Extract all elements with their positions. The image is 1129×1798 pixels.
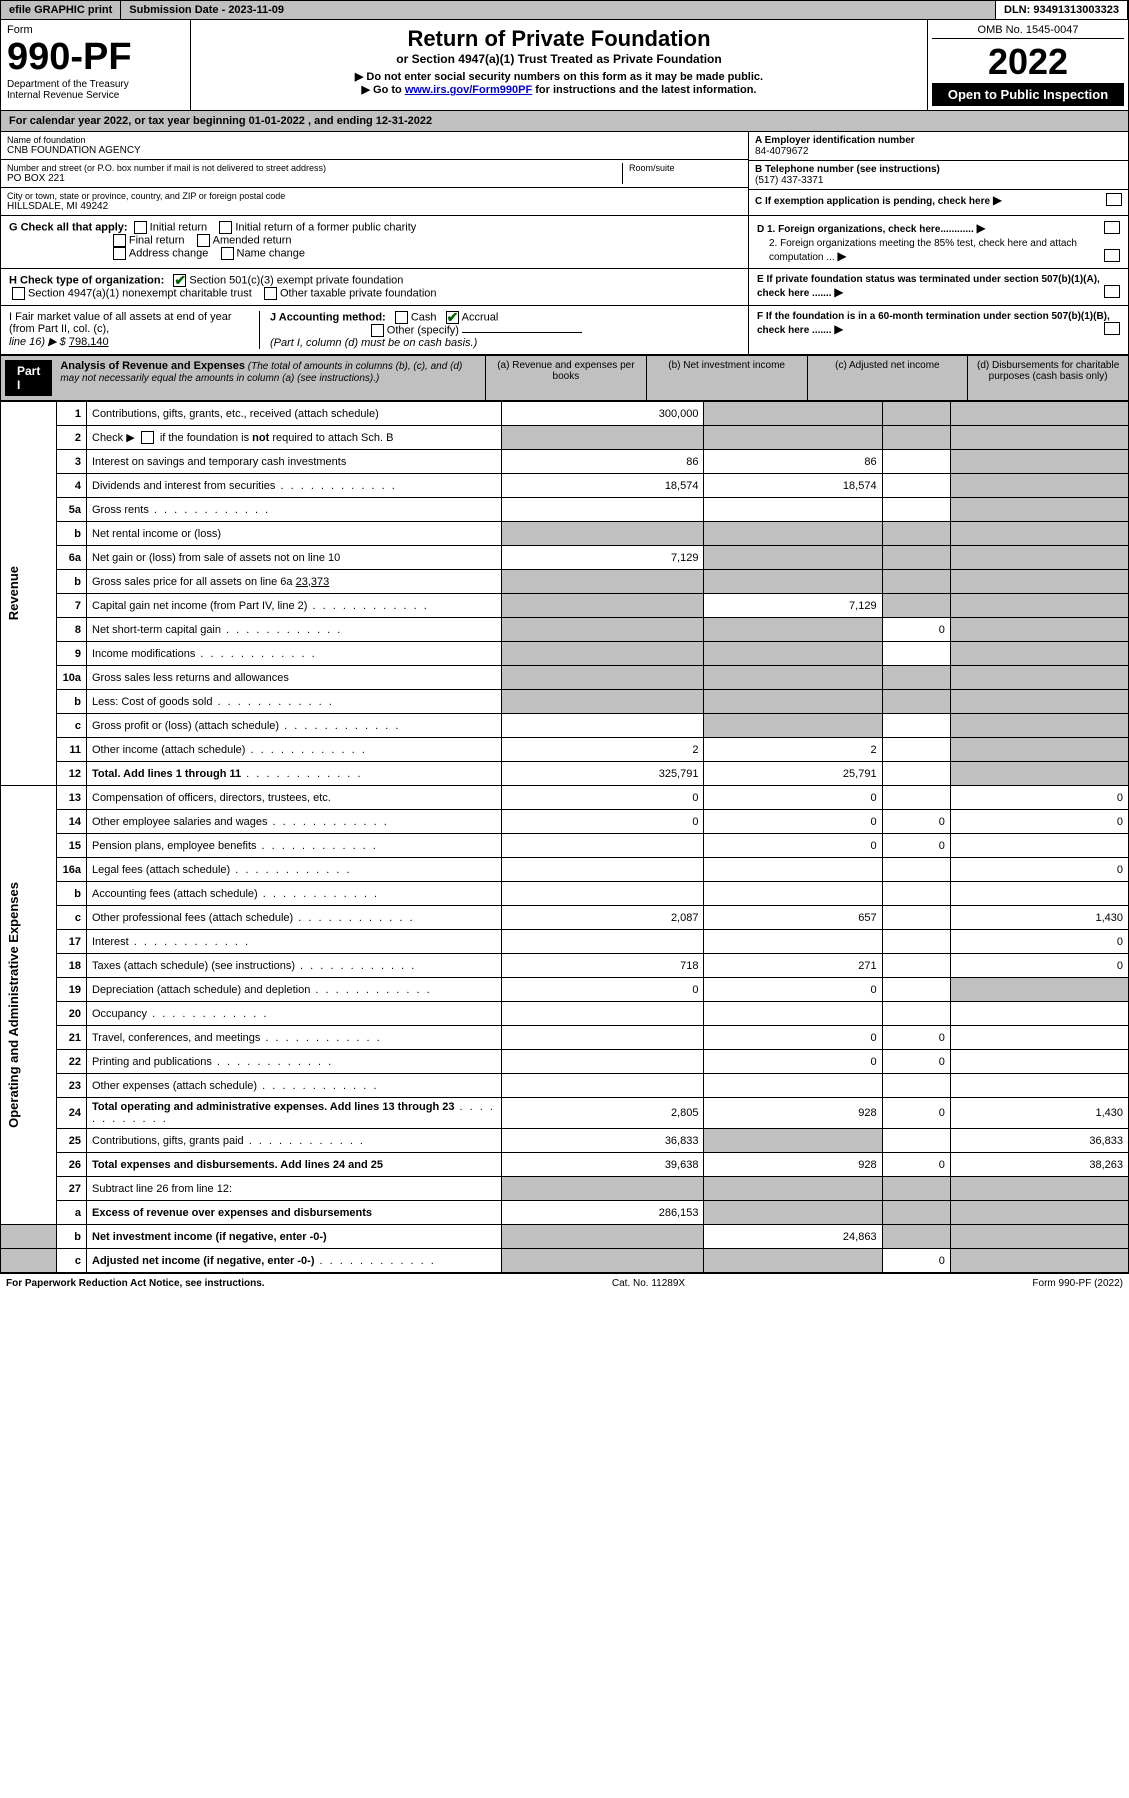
footer-form: Form 990-PF (2022) <box>1032 1278 1123 1289</box>
expenses-vlabel: Operating and Administrative Expenses <box>1 786 57 1225</box>
e-label: E If private foundation status was termi… <box>757 274 1100 299</box>
name-label: Name of foundation <box>7 135 742 145</box>
j-label: J Accounting method: <box>270 311 386 323</box>
irs-label: Internal Revenue Service <box>7 90 184 101</box>
note-ssn: ▶ Do not enter social security numbers o… <box>197 70 921 83</box>
form-header: Form 990-PF Department of the Treasury I… <box>0 20 1129 111</box>
form-title: Return of Private Foundation <box>197 26 921 52</box>
col-a-header: (a) Revenue and expenses per books <box>486 356 647 400</box>
submission-date: Submission Date - 2023-11-09 <box>121 1 996 19</box>
d2-checkbox[interactable] <box>1104 249 1120 262</box>
tax-year: 2022 <box>932 41 1124 83</box>
c-label: C If exemption application is pending, c… <box>755 196 990 207</box>
omb-number: OMB No. 1545-0047 <box>932 24 1124 39</box>
page-footer: For Paperwork Reduction Act Notice, see … <box>0 1273 1129 1293</box>
col-b-header: (b) Net investment income <box>647 356 808 400</box>
j-note: (Part I, column (d) must be on cash basi… <box>270 337 477 349</box>
foundation-info: Name of foundation CNB FOUNDATION AGENCY… <box>0 132 1129 216</box>
dln: DLN: 93491313003323 <box>996 1 1128 19</box>
fmv-value: 798,140 <box>69 336 109 348</box>
footer-left: For Paperwork Reduction Act Notice, see … <box>6 1278 265 1289</box>
f-label: F If the foundation is in a 60-month ter… <box>757 311 1110 336</box>
city-label: City or town, state or province, country… <box>7 191 742 201</box>
final-return-checkbox[interactable] <box>113 234 126 247</box>
foundation-city: HILLSDALE, MI 49242 <box>7 201 742 212</box>
other-checkbox[interactable] <box>371 324 384 337</box>
line6b-value: 23,373 <box>296 576 330 588</box>
top-bar: efile GRAPHIC print Submission Date - 20… <box>0 0 1129 20</box>
s4947-checkbox[interactable] <box>12 287 25 300</box>
schb-checkbox[interactable] <box>141 431 154 444</box>
amended-return-checkbox[interactable] <box>197 234 210 247</box>
other-tax-checkbox[interactable] <box>264 287 277 300</box>
note-link-line: ▶ Go to www.irs.gov/Form990PF for instru… <box>197 83 921 96</box>
section-g: G Check all that apply: Initial return I… <box>0 216 1129 269</box>
tel-value: (517) 437-3371 <box>755 175 1122 186</box>
form-label: Form <box>7 24 184 36</box>
efile-label: efile GRAPHIC print <box>1 1 121 19</box>
dept-label: Department of the Treasury <box>7 79 184 90</box>
form-subtitle: or Section 4947(a)(1) Trust Treated as P… <box>197 52 921 66</box>
foundation-name: CNB FOUNDATION AGENCY <box>7 145 742 156</box>
part1-title: Analysis of Revenue and Expenses <box>60 360 245 372</box>
col-c-header: (c) Adjusted net income <box>808 356 969 400</box>
d1-checkbox[interactable] <box>1104 221 1120 234</box>
part1-label: Part I <box>5 360 52 396</box>
footer-cat: Cat. No. 11289X <box>612 1278 685 1289</box>
e-checkbox[interactable] <box>1104 285 1120 298</box>
col-d-header: (d) Disbursements for charitable purpose… <box>968 356 1128 400</box>
h-label: H Check type of organization: <box>9 274 164 286</box>
initial-return-checkbox[interactable] <box>134 221 147 234</box>
form990pf-link[interactable]: www.irs.gov/Form990PF <box>405 84 532 96</box>
initial-former-checkbox[interactable] <box>219 221 232 234</box>
open-inspection: Open to Public Inspection <box>932 83 1124 106</box>
addr-label: Number and street (or P.O. box number if… <box>7 163 622 173</box>
f-checkbox[interactable] <box>1104 322 1120 335</box>
room-label: Room/suite <box>629 163 742 173</box>
i-label: I Fair market value of all assets at end… <box>9 311 232 335</box>
section-h: H Check type of organization: Section 50… <box>0 269 1129 306</box>
ein-value: 84-4079672 <box>755 146 1122 157</box>
ein-label: A Employer identification number <box>755 135 1122 146</box>
revenue-vlabel: Revenue <box>1 402 57 786</box>
addr-change-checkbox[interactable] <box>113 247 126 260</box>
tel-label: B Telephone number (see instructions) <box>755 164 1122 175</box>
c-checkbox[interactable] <box>1106 193 1122 206</box>
part1-header: Part I Analysis of Revenue and Expenses … <box>0 355 1129 401</box>
analysis-table: Revenue 1Contributions, gifts, grants, e… <box>0 401 1129 1273</box>
form-number: 990-PF <box>7 36 184 79</box>
arrow-icon: ▶ <box>993 193 1002 207</box>
foundation-address: PO BOX 221 <box>7 173 622 184</box>
s501-checkbox[interactable] <box>173 274 186 287</box>
section-ij: I Fair market value of all assets at end… <box>0 306 1129 355</box>
calendar-year-line: For calendar year 2022, or tax year begi… <box>0 111 1129 132</box>
accrual-checkbox[interactable] <box>446 311 459 324</box>
d1-label: D 1. Foreign organizations, check here..… <box>757 224 974 235</box>
d2-label: 2. Foreign organizations meeting the 85%… <box>769 238 1077 263</box>
cash-checkbox[interactable] <box>395 311 408 324</box>
name-change-checkbox[interactable] <box>221 247 234 260</box>
g-label: G Check all that apply: <box>9 221 128 233</box>
